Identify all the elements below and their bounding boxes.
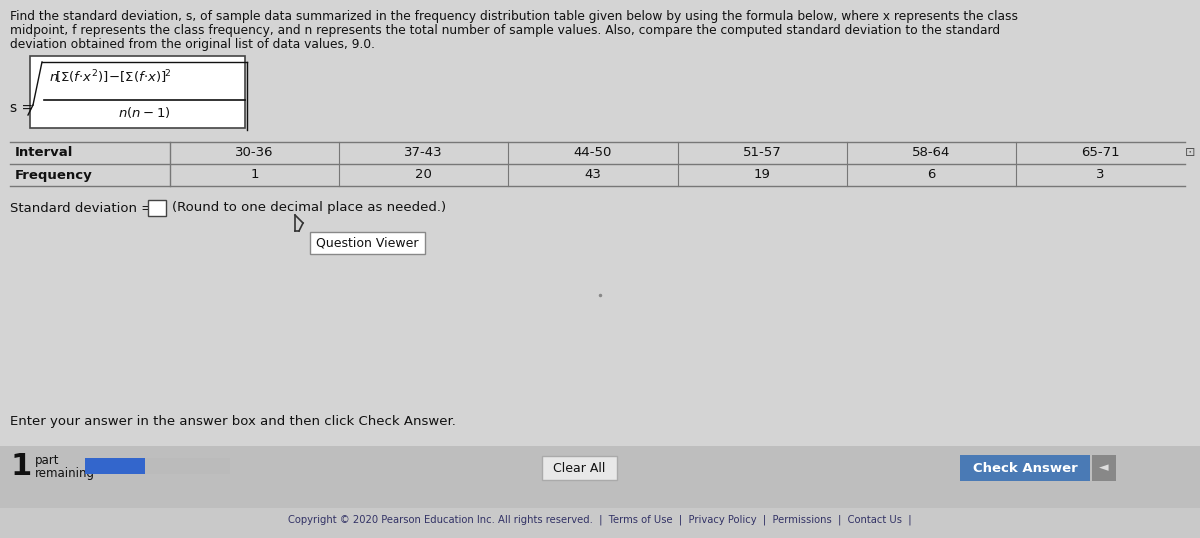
Text: (Round to one decimal place as needed.): (Round to one decimal place as needed.): [172, 202, 446, 215]
FancyBboxPatch shape: [30, 56, 245, 128]
Text: s =: s =: [10, 101, 34, 115]
Text: 30-36: 30-36: [235, 146, 274, 159]
Text: 58-64: 58-64: [912, 146, 950, 159]
Text: midpoint, f represents the class frequency, and n represents the total number of: midpoint, f represents the class frequen…: [10, 24, 1000, 37]
Text: $n(n-1)$: $n(n-1)$: [118, 105, 170, 120]
Text: Question Viewer: Question Viewer: [316, 237, 419, 250]
Text: 3: 3: [1096, 168, 1105, 181]
Text: 37-43: 37-43: [404, 146, 443, 159]
Text: 51-57: 51-57: [743, 146, 781, 159]
Text: part: part: [35, 454, 60, 467]
FancyBboxPatch shape: [0, 446, 1200, 538]
FancyBboxPatch shape: [310, 232, 425, 254]
Text: 65-71: 65-71: [1081, 146, 1120, 159]
Text: Enter your answer in the answer box and then click Check Answer.: Enter your answer in the answer box and …: [10, 415, 456, 428]
Text: Find the standard deviation, s, of sample data summarized in the frequency distr: Find the standard deviation, s, of sampl…: [10, 10, 1018, 23]
FancyBboxPatch shape: [1092, 455, 1116, 481]
Text: $n\!\left[\Sigma(f{\cdot}x^2)\right]\!-\!\left[\Sigma(f{\cdot}x)\right]^{\!2}$: $n\!\left[\Sigma(f{\cdot}x^2)\right]\!-\…: [49, 68, 172, 86]
Text: Standard deviation =: Standard deviation =: [10, 202, 152, 215]
FancyBboxPatch shape: [148, 200, 166, 216]
Text: ⊡: ⊡: [1184, 146, 1195, 159]
Text: remaining: remaining: [35, 467, 95, 480]
Text: 20: 20: [415, 168, 432, 181]
FancyBboxPatch shape: [542, 456, 617, 480]
Text: Check Answer: Check Answer: [973, 462, 1078, 475]
Text: 43: 43: [584, 168, 601, 181]
Text: Frequency: Frequency: [14, 168, 92, 181]
Text: Copyright © 2020 Pearson Education Inc. All rights reserved.  |  Terms of Use  |: Copyright © 2020 Pearson Education Inc. …: [288, 515, 912, 525]
Text: 1: 1: [251, 168, 259, 181]
FancyBboxPatch shape: [85, 458, 230, 474]
Text: Clear All: Clear All: [553, 462, 606, 475]
Text: deviation obtained from the original list of data values, 9.0.: deviation obtained from the original lis…: [10, 38, 374, 51]
Text: 1: 1: [10, 452, 31, 481]
Text: 19: 19: [754, 168, 770, 181]
FancyBboxPatch shape: [960, 455, 1090, 481]
Text: Interval: Interval: [14, 146, 73, 159]
Text: 44-50: 44-50: [574, 146, 612, 159]
Text: ◄: ◄: [1099, 462, 1109, 475]
FancyBboxPatch shape: [85, 458, 145, 474]
FancyBboxPatch shape: [0, 508, 1200, 538]
Text: 6: 6: [928, 168, 936, 181]
